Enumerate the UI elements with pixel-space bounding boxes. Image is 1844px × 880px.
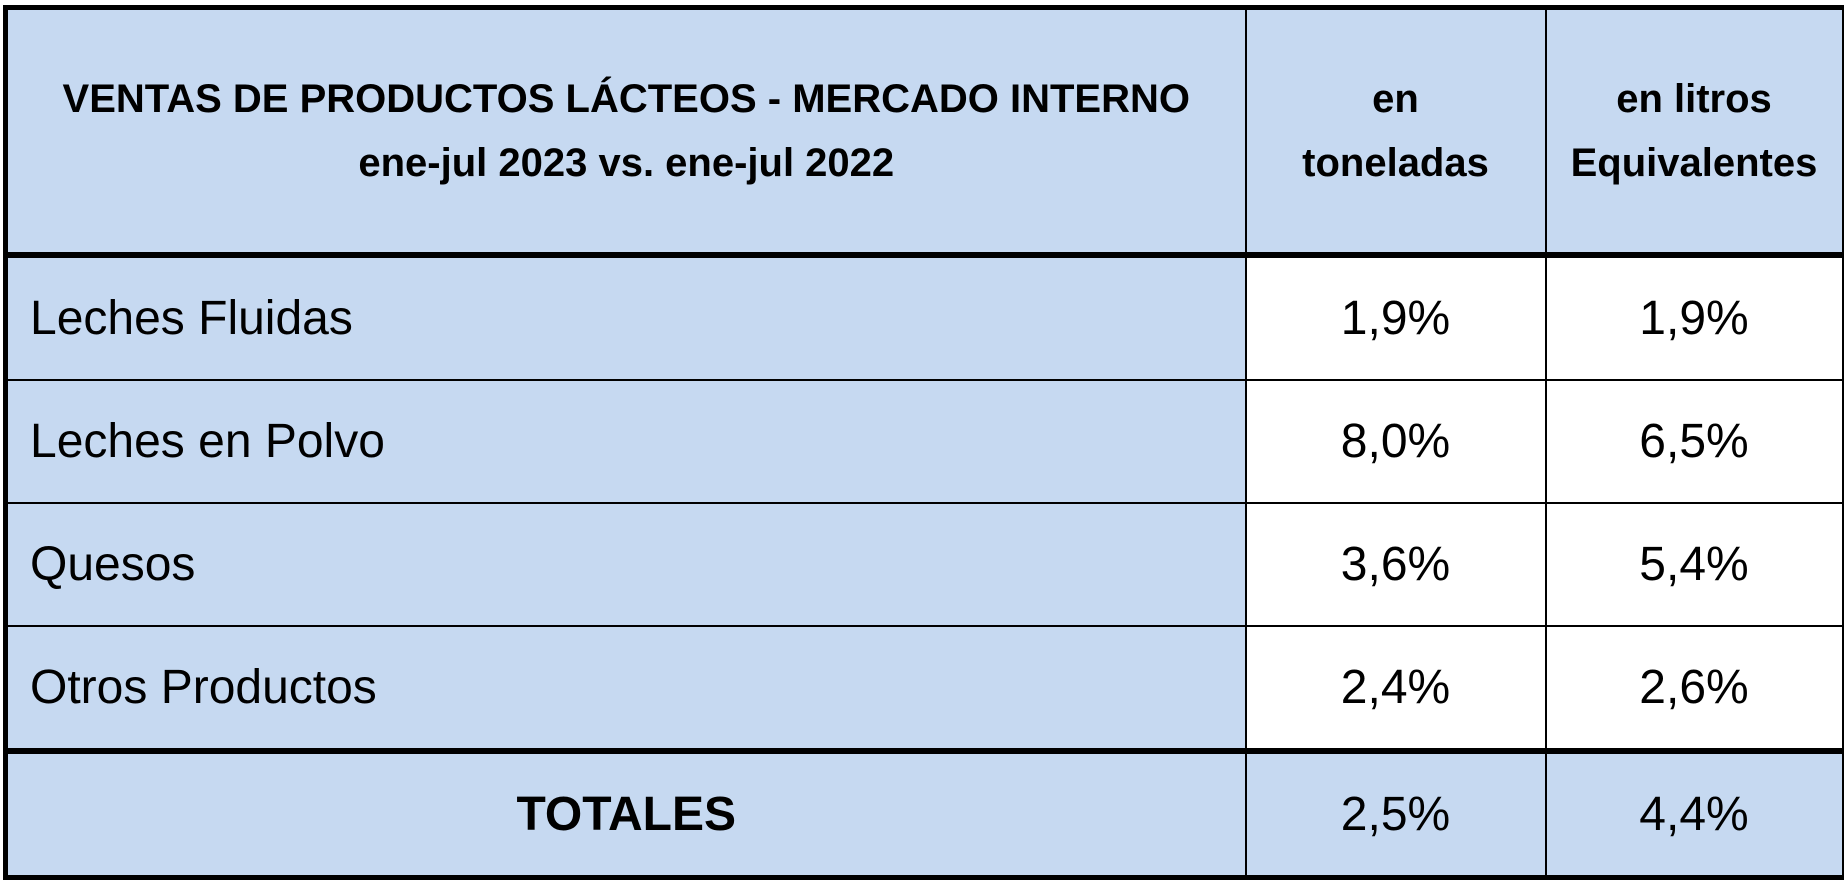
- cell-quesos-toneladas: 3,6%: [1244, 502, 1547, 627]
- row-label-leches-en-polvo: Leches en Polvo: [3, 379, 1247, 504]
- column-header-toneladas: en toneladas: [1244, 5, 1547, 258]
- table-title: VENTAS DE PRODUCTOS LÁCTEOS - MERCADO IN…: [3, 5, 1247, 258]
- cell-leches-en-polvo-toneladas: 8,0%: [1244, 379, 1547, 504]
- table-row: Otros Productos 2,4% 2,6%: [3, 625, 1844, 754]
- column-header-litros: en litros Equivalentes: [1544, 5, 1844, 258]
- row-label-otros-productos: Otros Productos: [3, 625, 1247, 754]
- cell-otros-productos-litros: 2,6%: [1544, 625, 1844, 754]
- cell-quesos-litros: 5,4%: [1544, 502, 1844, 627]
- column-header-litros-line-2: Equivalentes: [1570, 141, 1818, 185]
- row-label-leches-fluidas: Leches Fluidas: [3, 254, 1247, 381]
- totals-row: TOTALES 2,5% 4,4%: [3, 750, 1844, 880]
- row-label-quesos: Quesos: [3, 502, 1247, 627]
- table-row: Leches en Polvo 8,0% 6,5%: [3, 379, 1844, 504]
- column-header-toneladas-line-2: toneladas: [1302, 141, 1489, 185]
- table-row: Leches Fluidas 1,9% 1,9%: [3, 254, 1844, 381]
- table-row: Quesos 3,6% 5,4%: [3, 502, 1844, 627]
- cell-leches-fluidas-toneladas: 1,9%: [1244, 254, 1547, 381]
- sales-table: VENTAS DE PRODUCTOS LÁCTEOS - MERCADO IN…: [3, 5, 1844, 880]
- cell-leches-fluidas-litros: 1,9%: [1544, 254, 1844, 381]
- table-title-line-2: ene-jul 2023 vs. ene-jul 2022: [358, 141, 895, 185]
- totals-litros: 4,4%: [1544, 750, 1844, 880]
- column-header-toneladas-line-1: en: [1372, 77, 1419, 121]
- header-row: VENTAS DE PRODUCTOS LÁCTEOS - MERCADO IN…: [3, 5, 1844, 258]
- sales-table-container: VENTAS DE PRODUCTOS LÁCTEOS - MERCADO IN…: [3, 5, 1844, 880]
- table-title-line-1: VENTAS DE PRODUCTOS LÁCTEOS - MERCADO IN…: [62, 77, 1190, 121]
- totals-toneladas: 2,5%: [1244, 750, 1547, 880]
- cell-otros-productos-toneladas: 2,4%: [1244, 625, 1547, 754]
- column-header-litros-line-1: en litros: [1616, 77, 1772, 121]
- totals-label: TOTALES: [3, 750, 1247, 880]
- cell-leches-en-polvo-litros: 6,5%: [1544, 379, 1844, 504]
